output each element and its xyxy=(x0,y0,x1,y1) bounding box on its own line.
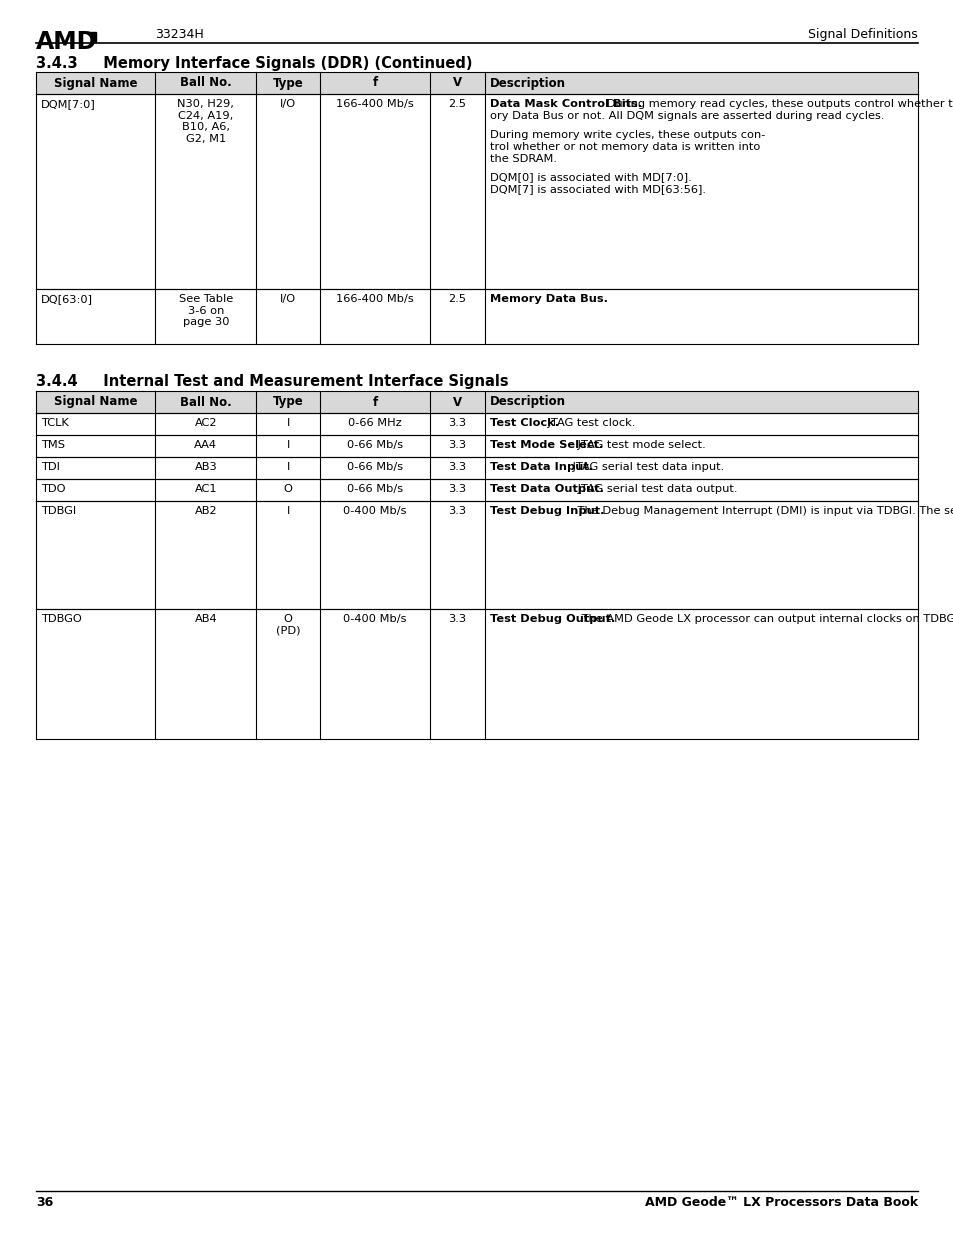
Text: 3.3: 3.3 xyxy=(448,417,466,429)
Text: I: I xyxy=(286,506,290,516)
Text: 0-400 Mb/s: 0-400 Mb/s xyxy=(343,614,406,624)
Text: V: V xyxy=(453,77,461,89)
Text: JTAG serial test data output.: JTAG serial test data output. xyxy=(573,484,737,494)
Text: trol whether or not memory data is written into: trol whether or not memory data is writt… xyxy=(490,142,760,152)
Text: AC1: AC1 xyxy=(194,484,217,494)
Text: AB4: AB4 xyxy=(194,614,217,624)
Text: During memory read cycles, these outputs control whether the SDRAM output buffer: During memory read cycles, these outputs… xyxy=(602,99,953,109)
Text: See Table
3-6 on
page 30: See Table 3-6 on page 30 xyxy=(178,294,233,327)
Polygon shape xyxy=(86,32,96,42)
Text: DQM[7] is associated with MD[63:56].: DQM[7] is associated with MD[63:56]. xyxy=(490,184,705,194)
Text: 2.5: 2.5 xyxy=(448,99,466,109)
Text: AMD Geode™ LX Processors Data Book: AMD Geode™ LX Processors Data Book xyxy=(644,1195,917,1209)
Text: TDBGI: TDBGI xyxy=(41,506,76,516)
Text: O
(PD): O (PD) xyxy=(275,614,300,636)
Text: Ball No.: Ball No. xyxy=(180,77,232,89)
Text: Memory Data Bus.: Memory Data Bus. xyxy=(490,294,607,304)
Text: TDBGO: TDBGO xyxy=(41,614,82,624)
Text: Description: Description xyxy=(490,395,565,409)
Text: I/O: I/O xyxy=(280,294,296,304)
Text: f: f xyxy=(372,395,377,409)
Text: Test Data Input.: Test Data Input. xyxy=(490,462,593,472)
Text: Type: Type xyxy=(273,77,303,89)
Text: 3.3: 3.3 xyxy=(448,440,466,450)
Text: JTAG test mode select.: JTAG test mode select. xyxy=(573,440,704,450)
Text: AMD: AMD xyxy=(36,30,97,54)
Text: I: I xyxy=(286,462,290,472)
Text: 166-400 Mb/s: 166-400 Mb/s xyxy=(335,99,414,109)
Text: 0-66 MHz: 0-66 MHz xyxy=(348,417,401,429)
Text: Description: Description xyxy=(490,77,565,89)
Text: O: O xyxy=(283,484,293,494)
Text: AA4: AA4 xyxy=(194,440,217,450)
Text: TMS: TMS xyxy=(41,440,65,450)
Text: JTAG test clock.: JTAG test clock. xyxy=(543,417,635,429)
Text: AB3: AB3 xyxy=(194,462,217,472)
Text: Data Mask Control Bits.: Data Mask Control Bits. xyxy=(490,99,641,109)
Text: 0-66 Mb/s: 0-66 Mb/s xyxy=(347,462,403,472)
Text: 3.3: 3.3 xyxy=(448,506,466,516)
Text: AB2: AB2 xyxy=(194,506,217,516)
Text: 0-400 Mb/s: 0-400 Mb/s xyxy=(343,506,406,516)
Text: 3.3: 3.3 xyxy=(448,484,466,494)
Bar xyxy=(36,72,917,94)
Text: The AMD Geode LX processor can output internal clocks on TDBGO. The selects for : The AMD Geode LX processor can output in… xyxy=(578,614,953,624)
Text: Signal Name: Signal Name xyxy=(53,395,137,409)
Text: Test Data Output.: Test Data Output. xyxy=(490,484,603,494)
Bar xyxy=(36,391,917,412)
Text: I/O: I/O xyxy=(280,99,296,109)
Text: 3.3: 3.3 xyxy=(448,462,466,472)
Text: JTAG serial test data input.: JTAG serial test data input. xyxy=(568,462,723,472)
Text: V: V xyxy=(453,395,461,409)
Text: The Debug Management Interrupt (DMI) is input via TDBGI. The selects for TDBGI a: The Debug Management Interrupt (DMI) is … xyxy=(573,506,953,516)
Text: 3.3: 3.3 xyxy=(448,614,466,624)
Text: Test Debug Input.: Test Debug Input. xyxy=(490,506,604,516)
Text: Signal Name: Signal Name xyxy=(53,77,137,89)
Text: 166-400 Mb/s: 166-400 Mb/s xyxy=(335,294,414,304)
Text: During memory write cycles, these outputs con-: During memory write cycles, these output… xyxy=(490,130,764,140)
Text: Test Clock.: Test Clock. xyxy=(490,417,558,429)
Text: 33234H: 33234H xyxy=(154,28,204,41)
Text: TCLK: TCLK xyxy=(41,417,69,429)
Text: 36: 36 xyxy=(36,1195,53,1209)
Text: 2.5: 2.5 xyxy=(448,294,466,304)
Text: Test Mode Select.: Test Mode Select. xyxy=(490,440,602,450)
Text: AC2: AC2 xyxy=(194,417,216,429)
Text: DQM[7:0]: DQM[7:0] xyxy=(41,99,95,109)
Text: f: f xyxy=(372,77,377,89)
Text: ory Data Bus or not. All DQM signals are asserted during read cycles.: ory Data Bus or not. All DQM signals are… xyxy=(490,111,883,121)
Text: Signal Definitions: Signal Definitions xyxy=(807,28,917,41)
Text: TDI: TDI xyxy=(41,462,60,472)
Text: Test Debug Output.: Test Debug Output. xyxy=(490,614,615,624)
Text: Type: Type xyxy=(273,395,303,409)
Text: 0-66 Mb/s: 0-66 Mb/s xyxy=(347,440,403,450)
Text: N30, H29,
C24, A19,
B10, A6,
G2, M1: N30, H29, C24, A19, B10, A6, G2, M1 xyxy=(177,99,234,143)
Text: 3.4.3     Memory Interface Signals (DDR) (Continued): 3.4.3 Memory Interface Signals (DDR) (Co… xyxy=(36,56,472,70)
Text: DQ[63:0]: DQ[63:0] xyxy=(41,294,92,304)
Text: 3.4.4     Internal Test and Measurement Interface Signals: 3.4.4 Internal Test and Measurement Inte… xyxy=(36,374,508,389)
Text: DQM[0] is associated with MD[7:0].: DQM[0] is associated with MD[7:0]. xyxy=(490,172,691,183)
Text: the SDRAM.: the SDRAM. xyxy=(490,153,557,163)
Text: Ball No.: Ball No. xyxy=(180,395,232,409)
Text: I: I xyxy=(286,417,290,429)
Text: I: I xyxy=(286,440,290,450)
Text: 0-66 Mb/s: 0-66 Mb/s xyxy=(347,484,403,494)
Text: TDO: TDO xyxy=(41,484,66,494)
